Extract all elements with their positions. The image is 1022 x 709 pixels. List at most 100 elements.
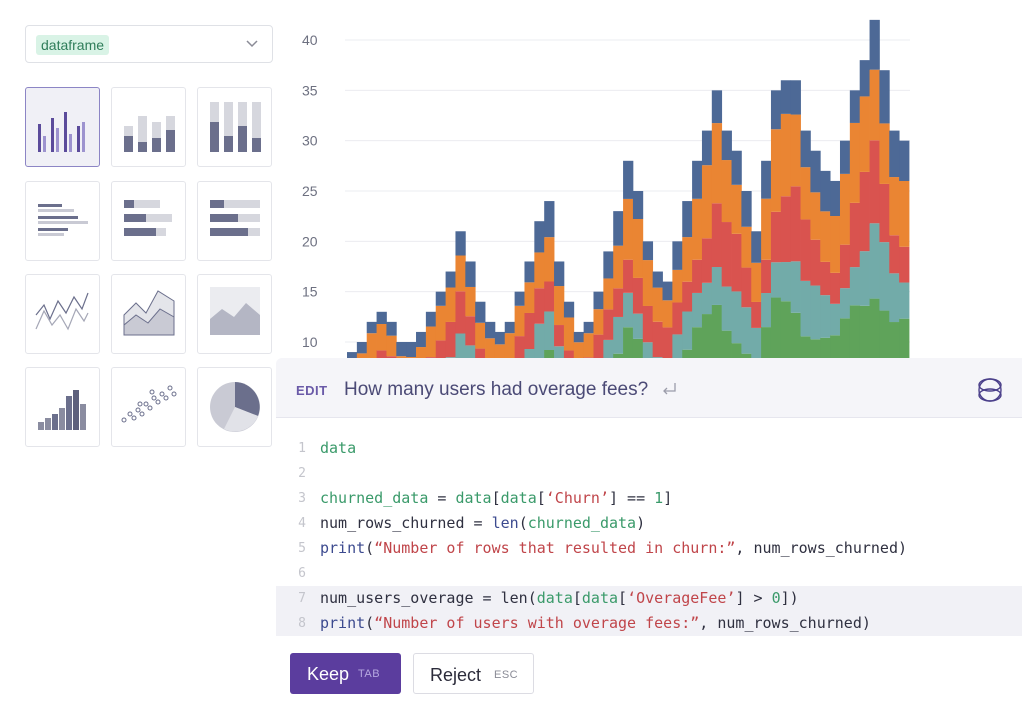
- chart-type-stacked-area[interactable]: [197, 274, 272, 354]
- chart-type-pie[interactable]: [197, 367, 272, 447]
- bar-segment: [780, 80, 792, 114]
- keep-button[interactable]: Keep TAB: [290, 653, 401, 694]
- chart-type-horizontal-100-bar[interactable]: [197, 181, 272, 261]
- bar-segment: [810, 285, 821, 340]
- bar-segment: [652, 287, 663, 322]
- bar-segment: [731, 343, 742, 360]
- bar-segment: [613, 211, 624, 246]
- code-line[interactable]: 4 num_rows_churned = len(churned_data): [276, 511, 1022, 536]
- bar-segment: [869, 19, 880, 70]
- bar-segment: [859, 171, 870, 252]
- chart-type-scatter[interactable]: [111, 367, 186, 447]
- chart-type-stacked-100-bar[interactable]: [197, 87, 272, 167]
- bar-segment: [376, 324, 387, 351]
- bar-segment: [830, 272, 841, 304]
- bar-segment: [889, 130, 900, 178]
- bar-segment: [800, 219, 811, 281]
- bar-segment: [366, 333, 377, 360]
- bar-segment: [652, 321, 663, 358]
- code-editor[interactable]: 1 data 2 3 churned_data = data[data[‘Churn’]…: [276, 436, 1022, 636]
- prompt-text[interactable]: How many users had overage fees?: [344, 379, 649, 400]
- code-token: [: [618, 589, 628, 607]
- bar-segment: [761, 198, 772, 260]
- bar-segment: [445, 321, 456, 358]
- horizontal-bar-chart-icon: [38, 204, 88, 236]
- code-token: data: [500, 489, 537, 507]
- bar-segment: [682, 349, 693, 360]
- grouped-bar-chart-icon: [38, 112, 85, 152]
- code-text: num_rows_churned = len(churned_data): [320, 511, 645, 536]
- bar-segment: [889, 273, 900, 323]
- y-tick-label: 15: [302, 284, 318, 300]
- chart-type-stacked-bar[interactable]: [111, 87, 186, 167]
- bar-segment: [682, 201, 693, 238]
- bar-segment: [514, 336, 525, 360]
- bar-segment: [889, 177, 900, 236]
- bar-segment: [544, 237, 555, 282]
- code-line[interactable]: 2: [276, 461, 1022, 486]
- chart-type-horizontal-stacked-bar[interactable]: [111, 181, 186, 261]
- bar-segment: [632, 338, 644, 360]
- bar-segment: [790, 261, 801, 313]
- mode-badge: EDIT: [296, 383, 328, 398]
- stacked-100-bar-chart-icon: [210, 102, 261, 152]
- code-line[interactable]: 1 data: [276, 436, 1022, 461]
- dataset-select[interactable]: dataframe: [25, 25, 273, 63]
- code-token: churned_data: [320, 489, 429, 507]
- bar-segment: [662, 300, 673, 328]
- bar-segment: [810, 150, 821, 193]
- chart-type-line[interactable]: [25, 274, 100, 354]
- code-line[interactable]: 7 num_users_overage = len(data[data[‘Over…: [276, 586, 1022, 611]
- bar-segment: [770, 262, 782, 298]
- bar-segment: [583, 321, 594, 334]
- chart-type-grouped-bar[interactable]: [25, 87, 100, 167]
- bar-segment: [820, 261, 831, 296]
- code-text: data: [320, 436, 356, 461]
- bar-segment: [672, 334, 683, 360]
- code-text: print(“Number of rows that resulted in c…: [320, 536, 907, 561]
- dataset-select-value: dataframe: [36, 35, 110, 55]
- horizontal-stacked-bar-chart-icon: [124, 200, 172, 236]
- code-token: ): [636, 514, 646, 532]
- bar-segment: [751, 301, 762, 328]
- bar-segment: [406, 342, 417, 358]
- histogram-chart-icon: [38, 390, 86, 430]
- orbit-logo-icon[interactable]: [976, 373, 1004, 407]
- bar-segment: [652, 271, 663, 288]
- chart-type-histogram[interactable]: [25, 367, 100, 447]
- bar-segment: [859, 60, 870, 97]
- bar-segment: [435, 291, 446, 306]
- bar-segment: [416, 347, 427, 360]
- bar-segment: [455, 231, 466, 256]
- bar-segment: [583, 333, 594, 358]
- code-line[interactable]: 6: [276, 561, 1022, 586]
- bar-segment: [711, 123, 723, 204]
- bar-segment: [761, 160, 772, 199]
- bar-segment: [780, 196, 792, 263]
- bar-segment: [632, 191, 644, 220]
- code-line[interactable]: 3 churned_data = data[data[‘Churn’] == 1]: [276, 486, 1022, 511]
- bar-segment: [761, 327, 772, 360]
- stacked-bar-chart-icon: [124, 116, 175, 152]
- code-line[interactable]: 5 print(“Number of rows that resulted in …: [276, 536, 1022, 561]
- bar-segment: [465, 345, 476, 360]
- bar-segment: [820, 295, 831, 338]
- bar-segment: [800, 336, 811, 360]
- reject-button[interactable]: Reject ESC: [413, 653, 534, 694]
- bar-segment: [830, 335, 841, 360]
- bar-segment: [761, 259, 772, 294]
- bar-segment: [849, 90, 861, 123]
- chart-type-area[interactable]: [111, 274, 186, 354]
- y-tick-label: 25: [302, 183, 318, 199]
- bar-segment: [701, 165, 713, 239]
- reject-button-label: Reject: [430, 665, 482, 685]
- code-token: (: [527, 589, 537, 607]
- chart-type-horizontal-bar[interactable]: [25, 181, 100, 261]
- bar-segment: [741, 307, 752, 354]
- bar-segment: [751, 327, 762, 360]
- bar-segment: [879, 70, 890, 124]
- bar-segment: [613, 316, 624, 354]
- code-line[interactable]: 8 print(“Number of users with overage fee…: [276, 611, 1022, 636]
- bar-segment: [544, 201, 555, 238]
- bar-segment: [386, 335, 397, 357]
